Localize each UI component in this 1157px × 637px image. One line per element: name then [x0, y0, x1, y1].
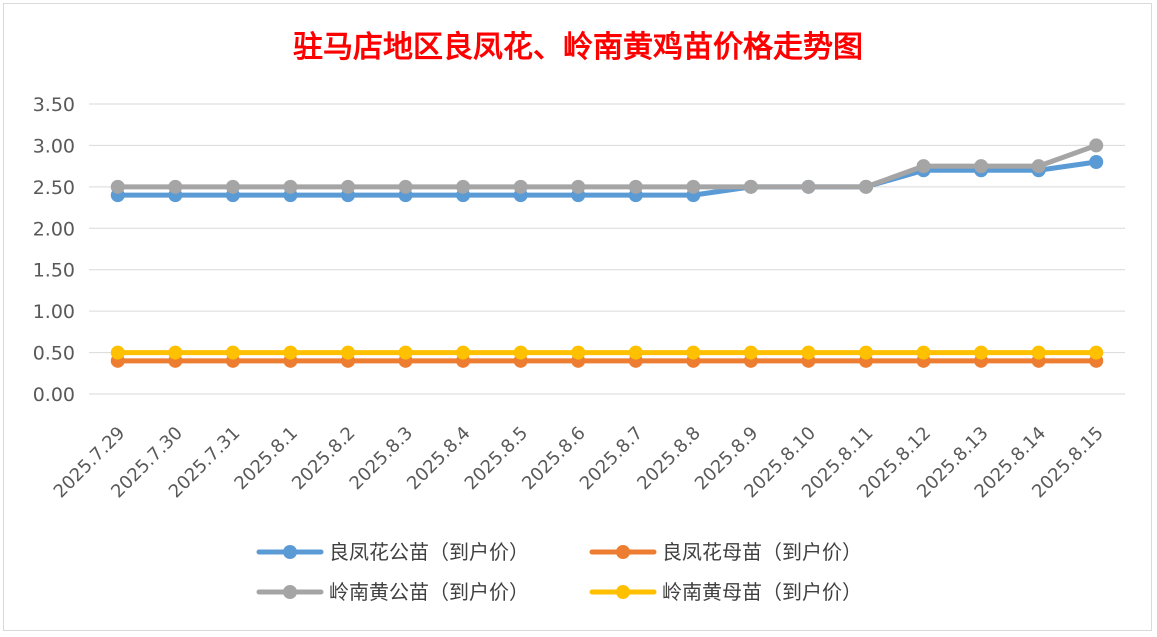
series-layer — [110, 138, 1104, 368]
y-tick-label: 1.50 — [33, 260, 75, 282]
legend-swatch-marker — [283, 545, 297, 559]
legend-label: 良凤花公苗（到户价） — [329, 540, 529, 564]
data-point — [916, 159, 931, 174]
data-point — [341, 345, 355, 360]
data-point — [859, 345, 873, 360]
series-0 — [110, 155, 1104, 203]
data-point — [1089, 138, 1104, 153]
data-point — [513, 179, 528, 194]
data-point — [571, 179, 586, 194]
series-line — [115, 159, 1099, 198]
data-point — [341, 179, 355, 194]
data-point — [974, 345, 989, 360]
y-axis-ticks: 0.00 0.50 1.00 1.50 2.00 2.50 3.00 3.50 — [33, 94, 75, 406]
chart-frame: 驻马店地区良凤花、岭南黄鸡苗价格走势图 0.00 0.50 1.00 1.50 2.00… — [3, 3, 1152, 631]
data-point — [859, 179, 873, 194]
series-1 — [110, 353, 1104, 368]
data-point — [110, 179, 125, 194]
y-tick-label: 3.00 — [33, 135, 75, 157]
data-point — [168, 345, 183, 360]
data-point — [110, 345, 125, 360]
series-line — [115, 142, 1099, 190]
data-point — [1089, 345, 1104, 360]
data-point — [456, 345, 471, 360]
series-3 — [110, 345, 1104, 360]
data-point — [225, 179, 240, 194]
data-point — [456, 179, 471, 194]
data-point — [1031, 345, 1046, 360]
data-point — [743, 345, 758, 360]
y-tick-label: 0.50 — [33, 343, 75, 365]
data-point — [571, 345, 586, 360]
data-point — [398, 179, 413, 194]
legend-item: 岭南黄公苗（到户价） — [256, 580, 529, 604]
data-point — [283, 179, 298, 194]
chart-title: 驻马店地区良凤花、岭南黄鸡苗价格走势图 — [293, 30, 863, 65]
data-point — [1089, 155, 1104, 169]
legend-item: 良凤花公苗（到户价） — [256, 540, 529, 564]
data-point — [801, 179, 816, 194]
data-point — [1031, 159, 1046, 174]
y-tick-label: 3.50 — [33, 94, 75, 116]
data-point — [743, 179, 758, 194]
data-point — [628, 345, 643, 360]
data-point — [628, 179, 643, 194]
data-point — [225, 345, 240, 360]
line-chart: 驻马店地区良凤花、岭南黄鸡苗价格走势图 0.00 0.50 1.00 1.50 2.00… — [33, 30, 1125, 604]
x-axis-ticks: 2025.7.292025.7.302025.7.312025.8.12025.… — [50, 423, 1108, 503]
y-tick-label: 0.00 — [33, 384, 75, 406]
data-point — [168, 179, 183, 194]
data-point — [398, 345, 413, 360]
legend-swatch-marker — [616, 545, 630, 559]
legend: 良凤花公苗（到户价） 良凤花母苗（到户价） 岭南黄公苗（到户价） 岭南黄母苗（到户价） — [256, 540, 862, 604]
legend-item: 良凤花母苗（到户价） — [589, 540, 862, 564]
legend-swatch-marker — [283, 585, 297, 599]
data-point — [686, 179, 701, 194]
legend-swatch-marker — [616, 585, 630, 599]
data-point — [513, 345, 528, 360]
legend-label: 岭南黄公苗（到户价） — [329, 580, 529, 604]
legend-item: 岭南黄母苗（到户价） — [589, 580, 862, 604]
y-tick-label: 2.50 — [33, 177, 75, 199]
data-point — [283, 345, 298, 360]
data-point — [801, 345, 816, 360]
data-point — [974, 159, 989, 174]
data-point — [686, 345, 701, 360]
legend-label: 良凤花母苗（到户价） — [662, 540, 862, 564]
y-tick-label: 1.00 — [33, 301, 75, 323]
legend-label: 岭南黄母苗（到户价） — [662, 580, 862, 604]
y-tick-label: 2.00 — [33, 218, 75, 240]
data-point — [916, 345, 931, 360]
series-2 — [110, 138, 1104, 194]
